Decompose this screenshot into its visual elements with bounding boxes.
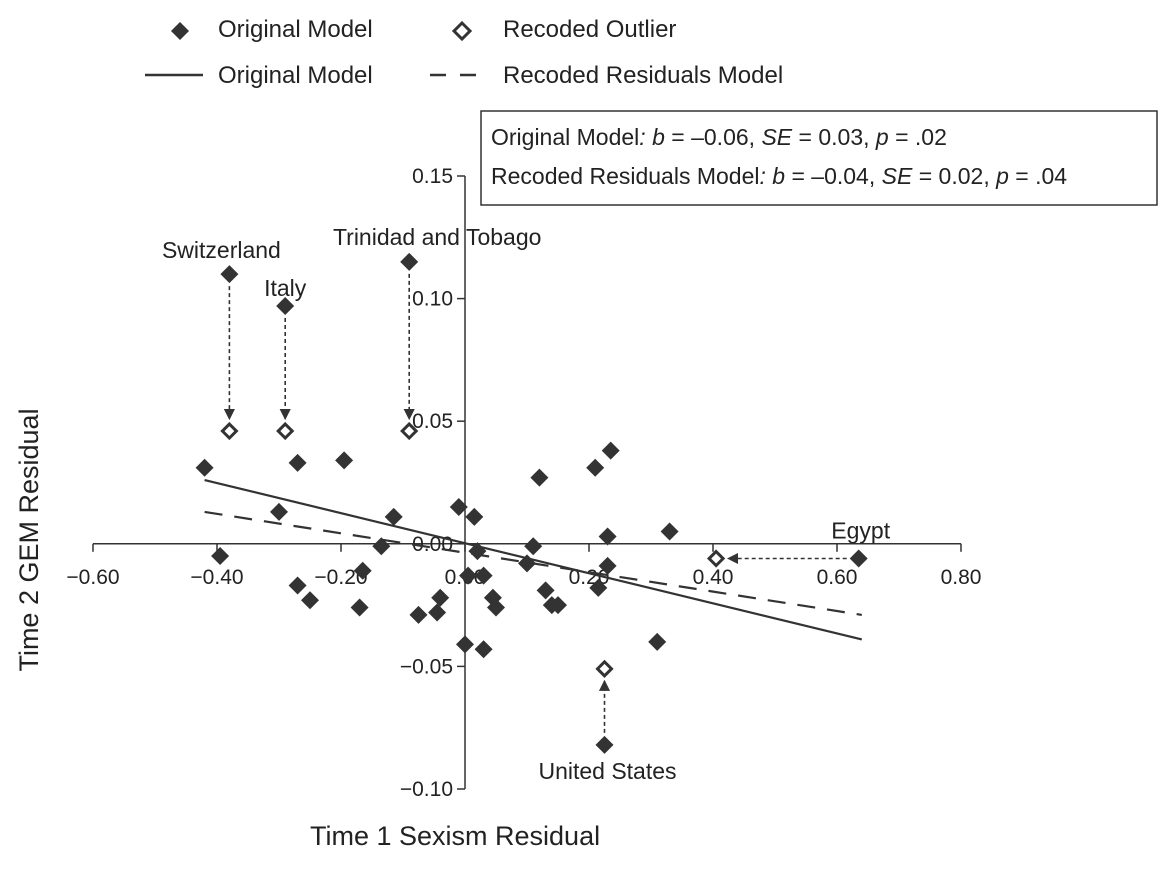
stats-recoded-p: .04 (1035, 163, 1067, 189)
country-label: Italy (264, 275, 307, 301)
country-label: Switzerland (162, 237, 281, 263)
original-model-point (384, 507, 403, 526)
original-model-point (276, 296, 295, 315)
recoded-outlier-point (220, 421, 239, 441)
x-tick-label: 0.80 (941, 566, 982, 589)
y-tick-label: 0.15 (412, 165, 453, 188)
original-model-point (449, 498, 468, 517)
original-model-point (465, 507, 484, 526)
original-model-point (601, 441, 620, 460)
legend-label-recoded-outlier: Recoded Outlier (503, 16, 676, 43)
original-model-point (270, 502, 288, 521)
original-model-point (335, 451, 354, 470)
stats-recoded-model-name: Recoded Residuals Model (491, 163, 760, 189)
annotation-labels: Switzerland Italy Trinidad and Tobago Egypt… (162, 224, 891, 784)
original-model-point (372, 537, 391, 556)
recoded-outlier-point (400, 421, 419, 441)
original-model-point (353, 561, 372, 580)
stats-line-recoded: Recoded Residuals Model: b = –0.04, SE =… (491, 163, 1067, 189)
original-model-point (288, 453, 307, 472)
original-model-point (595, 735, 614, 754)
country-label: Trinidad and Tobago (333, 224, 541, 250)
stats-box-border (480, 110, 1158, 206)
original-model-point (518, 554, 536, 573)
original-model-point (468, 542, 487, 561)
original-model-point (195, 458, 214, 477)
x-tick-label: −0.40 (190, 566, 243, 589)
original-model-point (400, 252, 419, 271)
original-model-point (456, 635, 474, 654)
original-model-point (301, 591, 319, 610)
original-model-point (474, 640, 493, 659)
stats-recoded-se: 0.02 (939, 163, 984, 189)
country-label: United States (538, 758, 676, 784)
stats-original-se: 0.03 (818, 124, 863, 150)
stats-recoded-b: –0.04 (811, 163, 869, 189)
x-tick-label: −0.20 (314, 566, 367, 589)
original-model-point (487, 598, 505, 617)
original-model-point (350, 598, 369, 617)
stats-line-original: Original Model: b = –0.06, SE = 0.03, p … (491, 124, 947, 150)
stats-original-b: –0.06 (691, 124, 749, 150)
legend: Original Model Recoded Outlier Original … (145, 16, 783, 89)
original-model-point (428, 603, 447, 622)
original-model-point (474, 566, 493, 585)
y-tick-label: −0.05 (400, 655, 453, 678)
original-model-point (288, 576, 307, 595)
x-tick-label: 0.60 (817, 566, 858, 589)
legend-label-original-model-line: Original Model (218, 62, 373, 89)
original-model-point (648, 632, 667, 651)
original-model-point (459, 566, 478, 585)
legend-open-diamond-marker (451, 20, 473, 42)
y-tick-label: 0.10 (412, 288, 453, 311)
original-model-point (536, 581, 555, 600)
axes: −0.60−0.40−0.200.000.200.400.600.800.150… (66, 165, 981, 801)
original-model-point (431, 588, 450, 607)
original-model-point (549, 596, 567, 615)
original-model-point (220, 265, 239, 284)
recoded-outlier-point (276, 421, 295, 441)
stats-original-model-name: Original Model (491, 124, 639, 150)
y-axis-title: Time 2 GEM Residual (14, 408, 44, 671)
legend-label-original-model-points: Original Model (218, 16, 373, 43)
original-model-point (211, 547, 230, 566)
stats-original-p: .02 (915, 124, 947, 150)
original-model-point (589, 578, 608, 597)
legend-label-recoded-residuals-model: Recoded Residuals Model (503, 62, 783, 89)
y-tick-label: −0.10 (400, 778, 453, 801)
fit-lines (204, 478, 863, 641)
original-model-point (598, 556, 617, 575)
original-model-fit-line (204, 478, 863, 641)
original-model-point (849, 549, 868, 568)
original-model-point (598, 527, 617, 546)
recoded-outlier-point (706, 549, 726, 568)
recoded-outlier-point (595, 659, 614, 678)
x-axis-title: Time 1 Sexism Residual (310, 821, 600, 851)
data-points (195, 252, 868, 754)
y-tick-label: 0.05 (412, 410, 453, 433)
original-model-point (530, 468, 549, 487)
original-model-point (586, 458, 605, 477)
original-model-point (409, 605, 428, 624)
original-model-point (660, 522, 679, 541)
country-label: Egypt (831, 518, 890, 544)
x-tick-label: 0.40 (693, 566, 734, 589)
annotation-arrows (223, 273, 847, 733)
original-model-point (524, 537, 543, 556)
legend-filled-diamond-marker (171, 22, 189, 40)
stats-box: Original Model: b = –0.06, SE = 0.03, p … (480, 110, 1158, 206)
x-tick-label: −0.60 (66, 566, 119, 589)
